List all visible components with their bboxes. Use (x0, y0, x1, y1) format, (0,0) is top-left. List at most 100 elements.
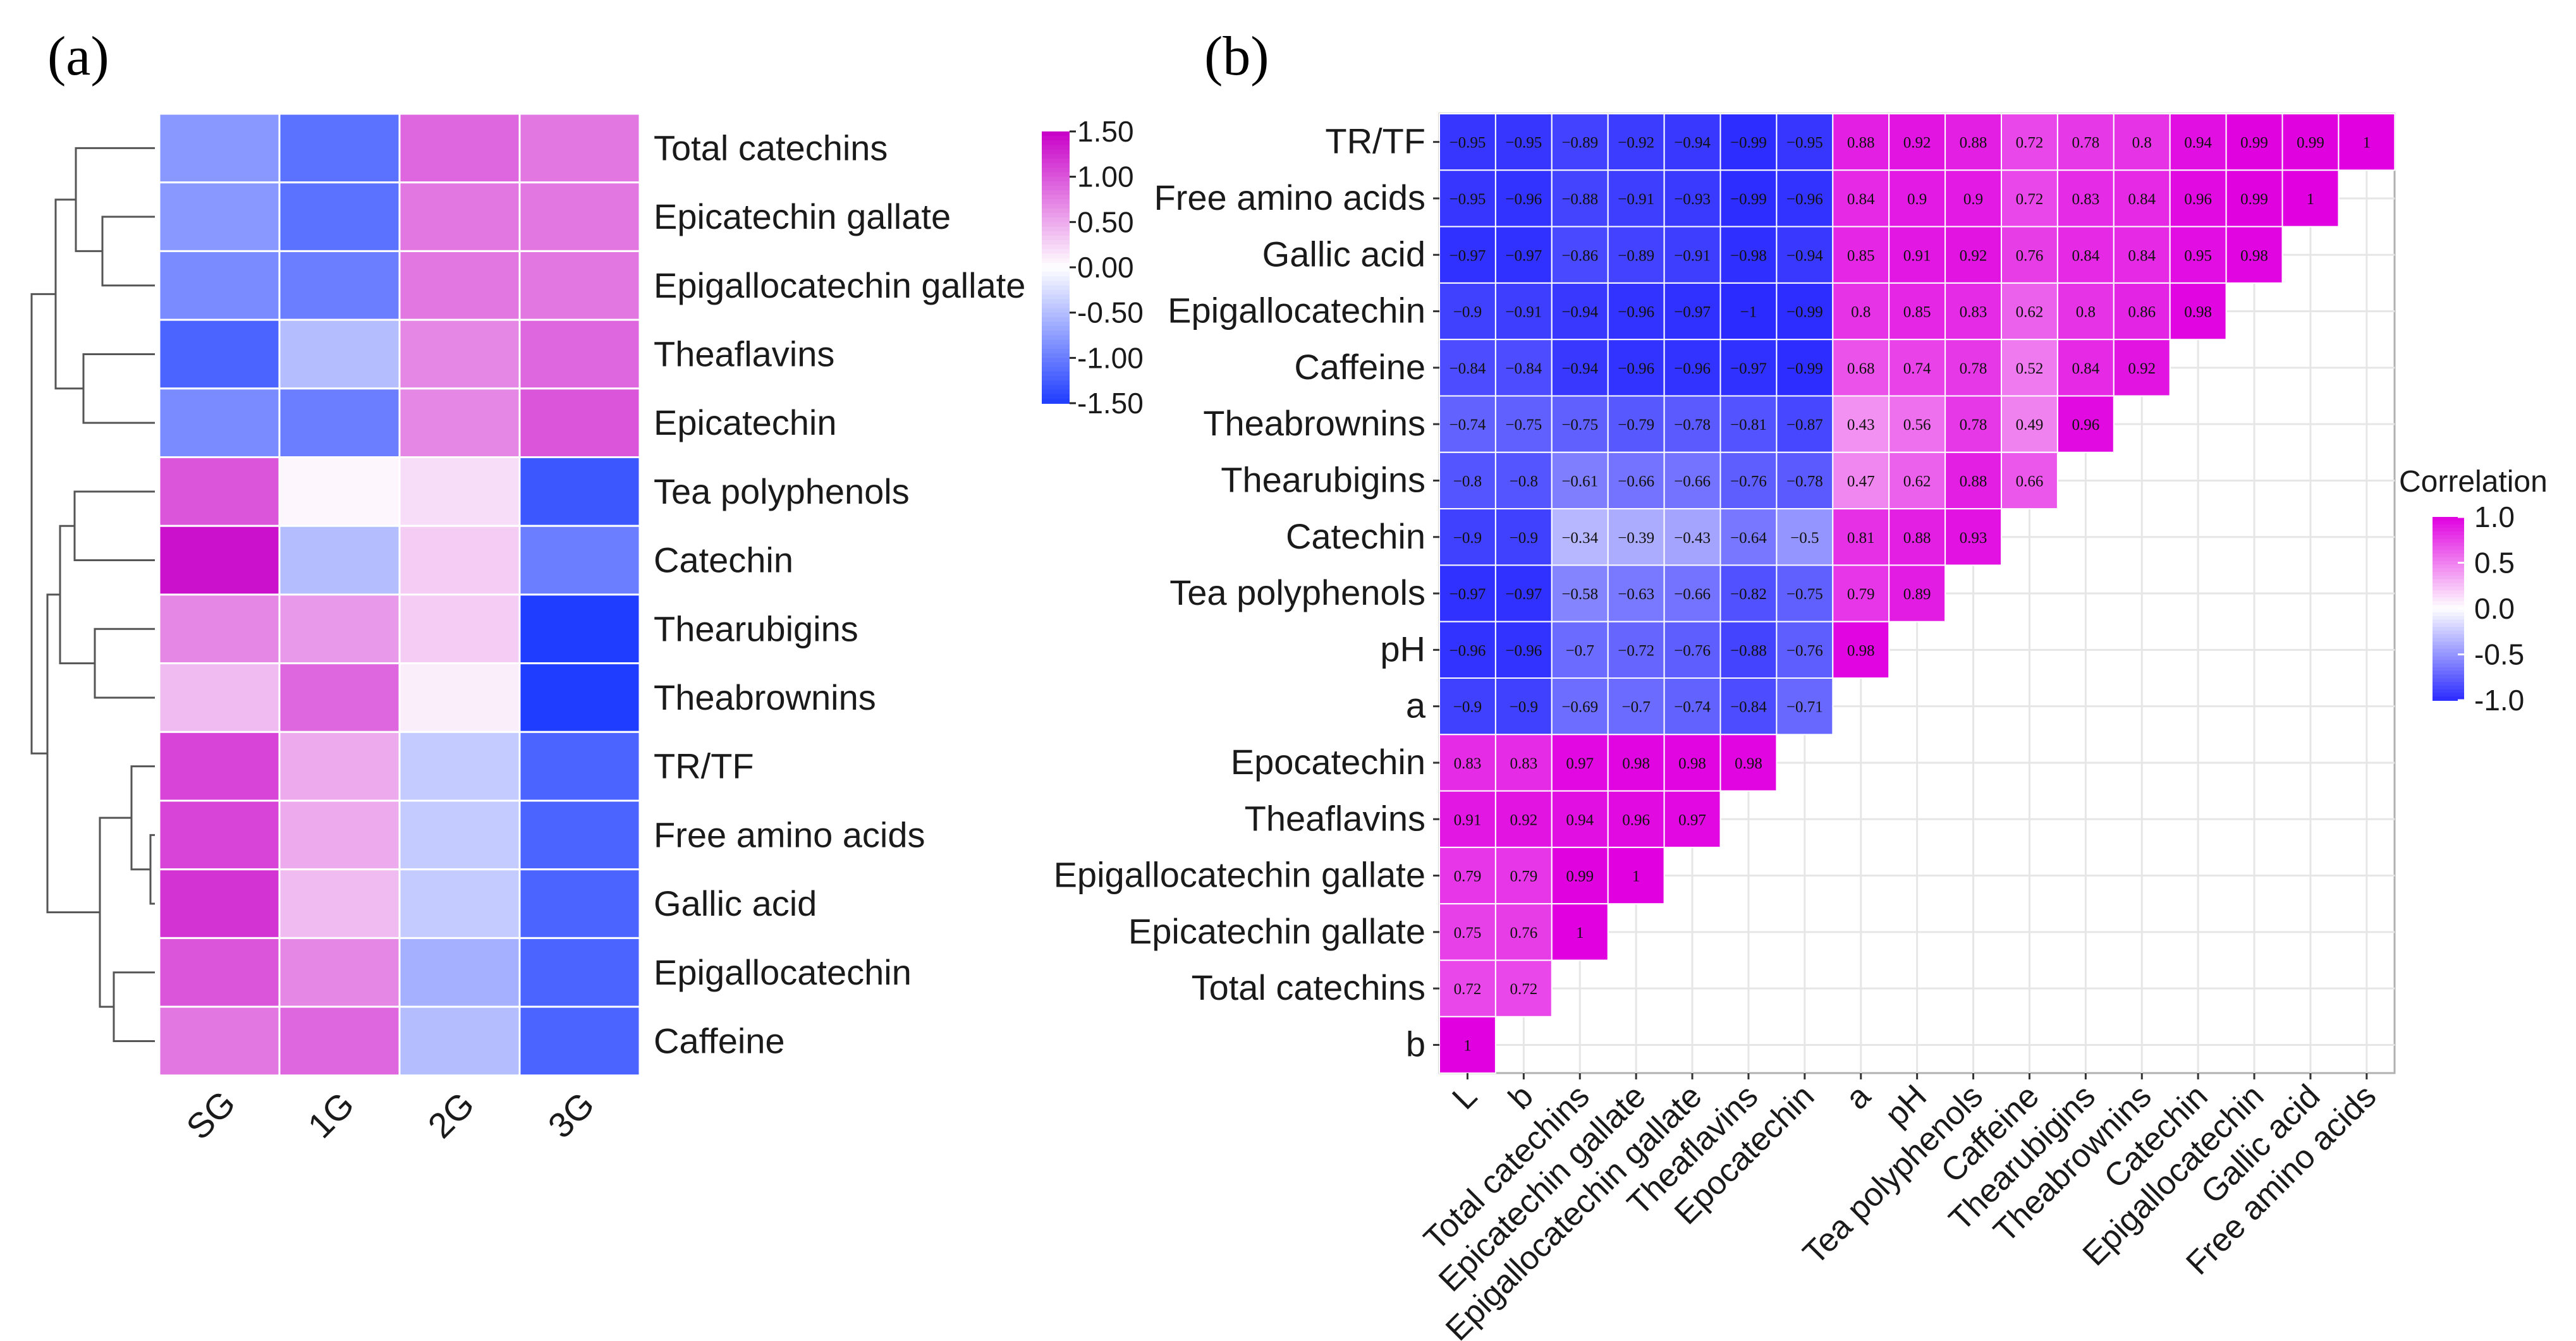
correlation-cell (2225, 226, 2283, 284)
dendrogram-link (99, 816, 131, 1008)
heatmap-cell (158, 1005, 281, 1077)
cell-value: 0.97 (1678, 811, 1706, 828)
heatmap-cell (398, 456, 521, 527)
legend-gradient-step (1042, 281, 1070, 286)
row-label: Thearubigins (654, 609, 858, 648)
cell-value: −0.64 (1730, 530, 1767, 547)
row-label: Epigallocatechin (654, 952, 912, 992)
legend-tick-label: 0.5 (2474, 547, 2515, 579)
row-labels: Total catechins Epicatechin gallate Epigal… (654, 128, 1025, 1060)
legend-gradient-step (2433, 623, 2464, 628)
cell-value: −0.97 (1450, 586, 1486, 603)
dendrogram-link (113, 971, 155, 1042)
cell-value: 0.83 (1510, 755, 1537, 772)
legend-gradient-step (2433, 554, 2464, 558)
legend-tick-label: -0.5 (2474, 638, 2524, 671)
legend-gradient-step (1042, 339, 1070, 345)
row-label: TR/TF (1325, 121, 1425, 161)
legend-gradient-step (2433, 660, 2464, 664)
legend-gradient-step (1042, 272, 1070, 277)
cell-value: 1 (2363, 135, 2371, 152)
correlation-cell (1944, 395, 2003, 453)
heatmap-cell (398, 525, 521, 596)
legend-gradient-step (2433, 561, 2464, 566)
cell-value: 0.92 (1510, 811, 1537, 828)
row-label: Tea polyphenols (1169, 573, 1425, 612)
column-label: 3G (540, 1084, 602, 1146)
heatmap-cell (518, 1005, 641, 1077)
correlation-cell (1494, 451, 1553, 510)
row-label: Gallic acid (1262, 234, 1425, 274)
cell-value: 0.99 (2240, 135, 2268, 152)
correlation-cell (2169, 282, 2227, 341)
heatmap-cell (158, 593, 281, 665)
cell-value: −0.93 (1674, 191, 1711, 208)
legend-gradient-step (1042, 312, 1070, 318)
correlation-cell (1663, 621, 1721, 679)
legend-gradient-step (1042, 299, 1070, 305)
column-label: L (1445, 1078, 1484, 1117)
correlation-cell (1494, 903, 1553, 961)
heatmap-cell (518, 456, 641, 527)
cell-value: −0.66 (1674, 586, 1711, 603)
cell-value: 0.93 (1960, 530, 1987, 547)
legend-gradient-step (2433, 619, 2464, 624)
correlation-cell (1607, 282, 1665, 341)
correlation-cell (2225, 169, 2283, 228)
cell-value: −0.71 (1786, 699, 1823, 716)
correlation-cell (1776, 113, 1834, 171)
cell-value: −0.94 (1561, 360, 1598, 377)
correlation-cell (1719, 677, 1778, 736)
cell-value: 0.98 (2184, 304, 2212, 321)
cell-value: 0.88 (1903, 530, 1931, 547)
legend-gradient-step (2433, 616, 2464, 621)
row-dendrogram (30, 147, 155, 1042)
legend-gradient-step (1042, 199, 1070, 205)
correlation-cell (1888, 508, 1946, 566)
cell-value: −0.7 (1621, 699, 1650, 716)
row-label: TR/TF (654, 746, 754, 786)
cell-value: −0.87 (1786, 416, 1823, 434)
legend-gradient-step (2433, 656, 2464, 661)
legend-gradient-step (2433, 520, 2464, 525)
heatmap-cell (158, 387, 281, 458)
correlation-cell (1944, 339, 2003, 397)
correlation-cell (1607, 395, 1665, 453)
legend-gradient-step (2433, 579, 2464, 584)
cell-value: 0.83 (2072, 191, 2099, 208)
cell-value: −0.99 (1786, 360, 1823, 377)
dendrogram-link (101, 215, 155, 287)
legend-gradient-step (1042, 294, 1070, 300)
heatmap-cell (518, 181, 641, 252)
correlation-cell (1944, 169, 2003, 228)
correlation-cell (1551, 846, 1609, 905)
cell-value: −0.74 (1674, 699, 1711, 716)
cell-value: 0.83 (1960, 304, 1987, 321)
legend-gradient-step (1042, 176, 1070, 182)
heatmap-cell (398, 319, 521, 390)
legend-gradient-step (1042, 222, 1070, 228)
legend-gradient-step (2433, 557, 2464, 562)
heatmap-cell (518, 593, 641, 665)
legend-gradient-step (2433, 550, 2464, 554)
cell-value: −0.84 (1730, 699, 1767, 716)
correlation-cell (1494, 226, 1553, 284)
correlation-cell (2001, 282, 2058, 341)
heatmap-cell (278, 112, 401, 184)
legend-gradient-step (2433, 575, 2464, 580)
heatmap-cell (278, 456, 401, 527)
row-label: Epocatechin (1231, 742, 1425, 782)
cell-value: −0.78 (1786, 473, 1823, 490)
correlation-cell (1776, 621, 1834, 679)
cell-value: −0.39 (1618, 530, 1654, 547)
cell-value: 0.98 (1847, 642, 1875, 659)
cell-value: −0.95 (1450, 135, 1486, 152)
cell-value: 0.96 (2184, 191, 2212, 208)
legend-gradient-step (1042, 240, 1070, 246)
cell-value: 0.98 (1735, 755, 1762, 772)
cell-value: 0.84 (2072, 360, 2099, 377)
heatmap-cell (518, 868, 641, 939)
heatmap-cell (398, 799, 521, 871)
correlation-cell (1663, 226, 1721, 284)
correlation-cell (2056, 395, 2115, 453)
